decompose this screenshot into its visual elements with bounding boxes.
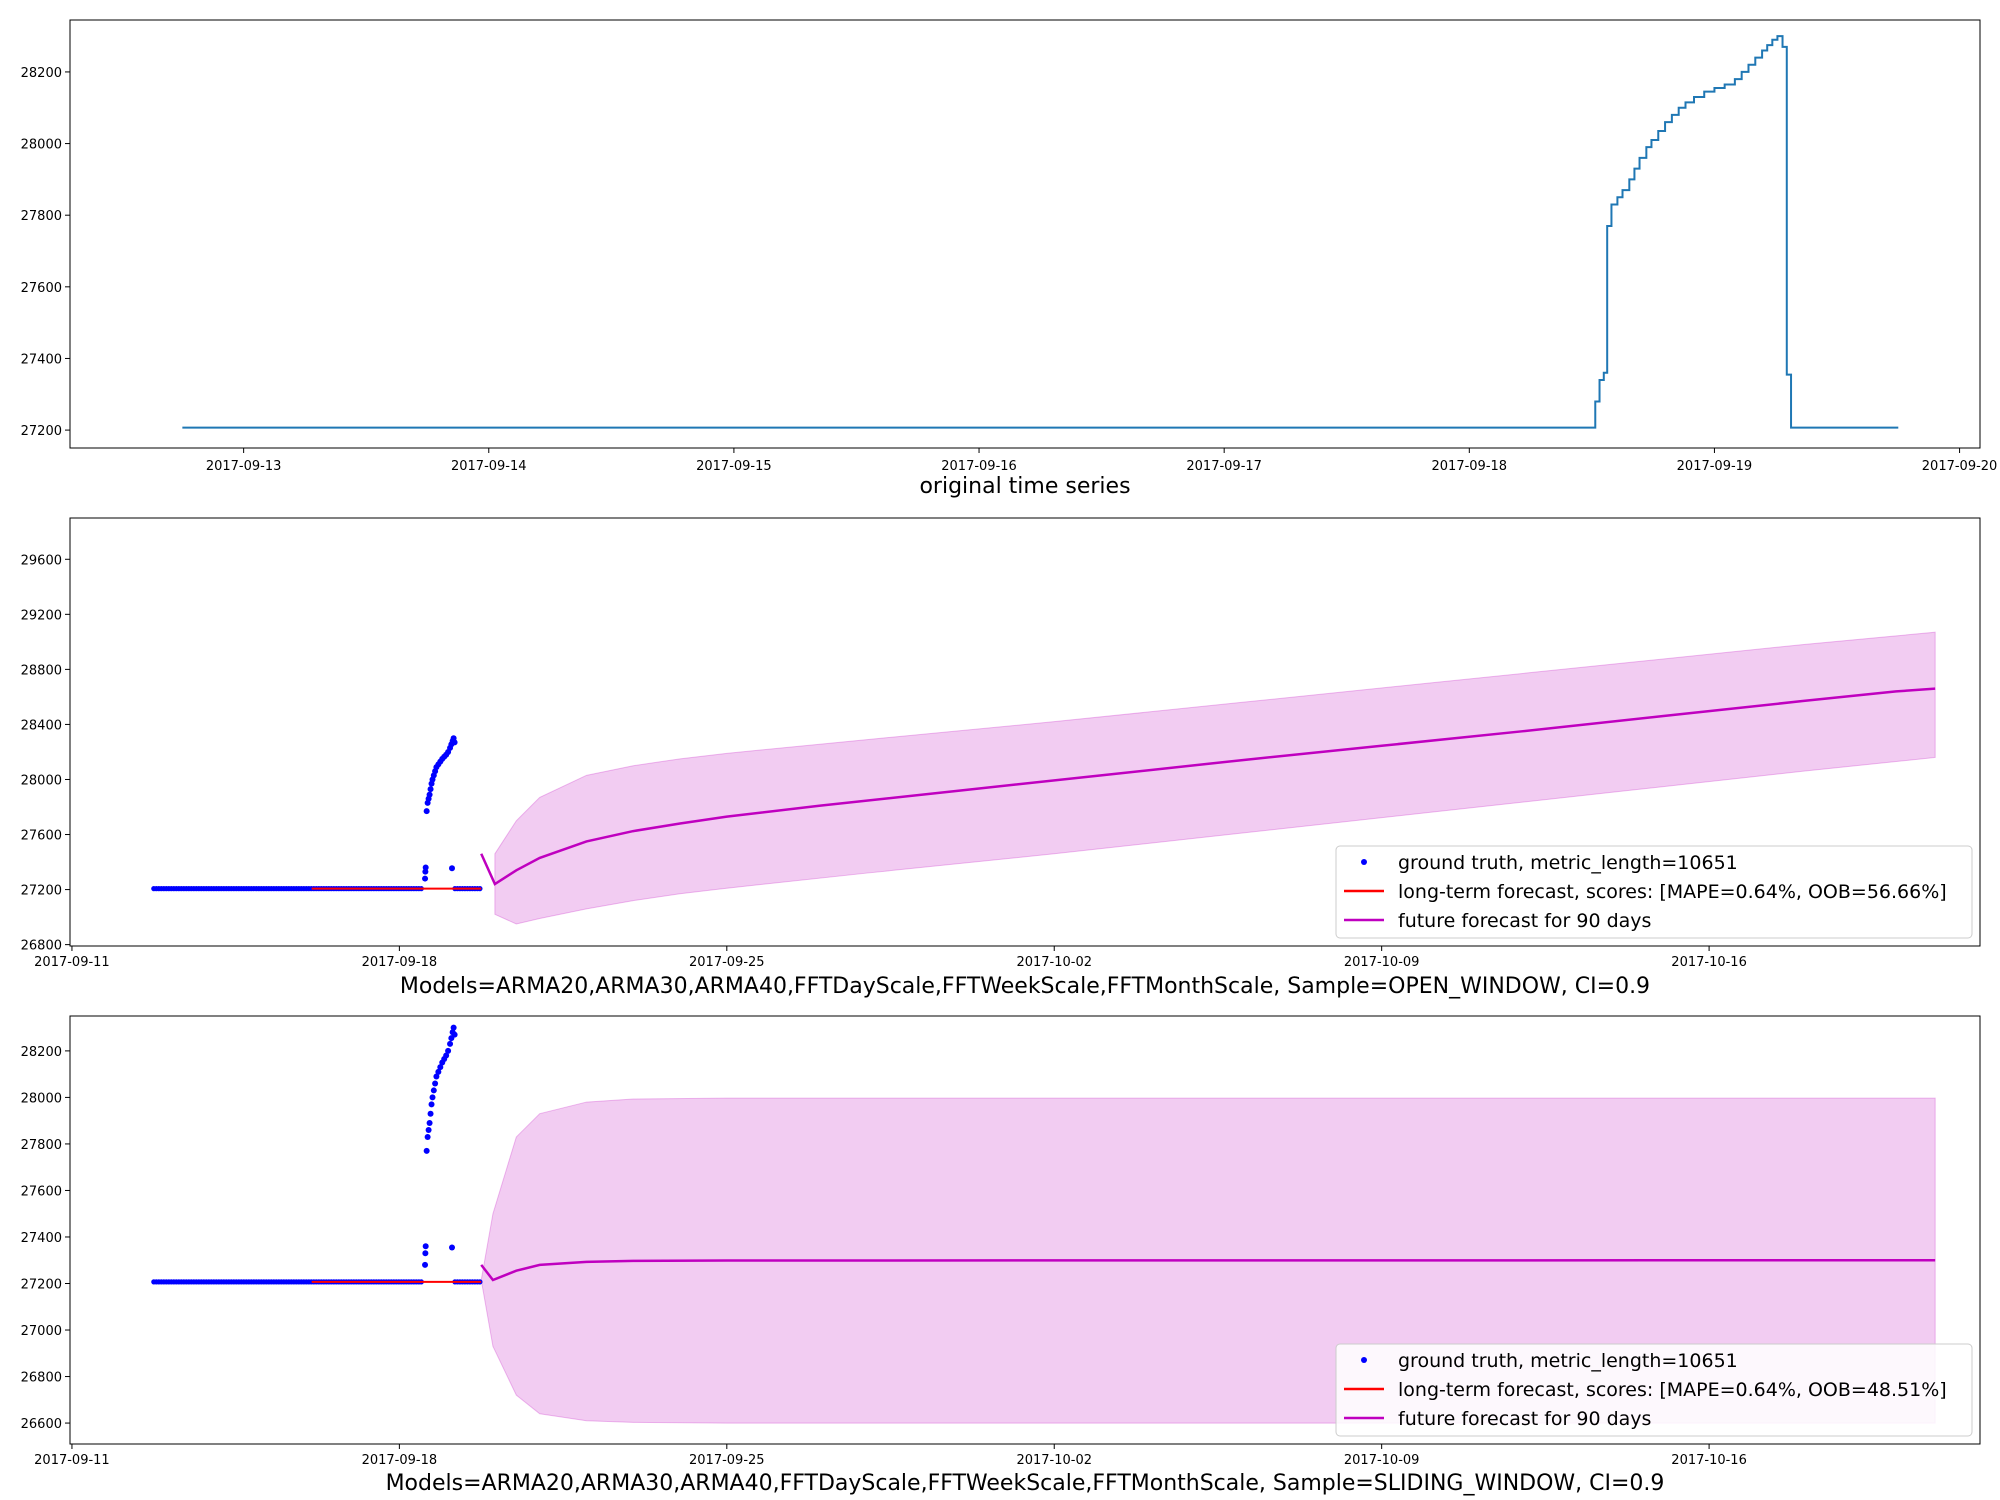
ground-truth-point <box>422 875 429 882</box>
y-tick-label: 27400 <box>21 352 62 367</box>
y-tick-label: 28400 <box>21 718 62 733</box>
y-tick-label: 28200 <box>21 66 62 81</box>
x-tick-label: 2017-09-20 <box>1922 459 1998 474</box>
x-tick-label: 2017-10-02 <box>1016 955 1092 970</box>
ground-truth-point <box>429 1094 436 1101</box>
ground-truth-point <box>426 1120 433 1126</box>
ground-truth-point <box>425 1126 432 1133</box>
y-tick-label: 27800 <box>21 209 62 224</box>
ground-truth-point <box>437 1064 444 1071</box>
y-tick-label: 29600 <box>21 553 62 568</box>
axes-frame <box>69 1015 1981 1445</box>
ground-truth-point <box>422 1250 429 1257</box>
x-tick-label: 2017-09-25 <box>689 955 765 970</box>
y-tick-label: 27800 <box>21 1138 62 1153</box>
panel-sliding-window-forecast: 2017-09-11 2017-09-18 2017-09-25 2017-10-02… <box>21 1015 1981 1496</box>
x-tick-label: 2017-10-09 <box>1344 955 1420 970</box>
ground-truth-point <box>422 1261 429 1268</box>
y-tick-label: 27600 <box>21 1184 62 1199</box>
x-tick-label: 2017-09-13 <box>206 459 282 474</box>
legend-label: long-term forecast, scores: [MAPE=0.64%,… <box>1398 1379 1947 1401</box>
x-tick-label: 2017-10-16 <box>1671 1453 1747 1468</box>
ground-truth-point <box>443 1052 450 1059</box>
ground-truth-point <box>428 1101 435 1108</box>
ground-truth-point <box>449 865 455 872</box>
legend-label: ground truth, metric_length=10651 <box>1398 852 1738 874</box>
x-tick-label: 2017-10-02 <box>1016 1453 1092 1468</box>
x-tick-label: 2017-09-15 <box>696 459 772 474</box>
ground-truth-point <box>451 1031 458 1038</box>
legend: ground truth, metric_length=10651 long-te… <box>1335 845 1973 939</box>
future-forecast-line <box>480 687 1936 886</box>
legend-box <box>1335 845 1973 939</box>
ground-truth-point <box>435 1068 442 1075</box>
x-tick-label: 2017-09-11 <box>34 1453 110 1468</box>
x-tick-label: 2017-09-16 <box>941 459 1017 474</box>
ground-truth-point <box>449 1244 455 1251</box>
ground-truth-point <box>432 1080 439 1087</box>
x-tick-label: 2017-09-25 <box>689 1453 765 1468</box>
legend-label: future forecast for 90 days <box>1398 910 1651 932</box>
ground-truth-point <box>451 739 458 746</box>
legend-label: ground truth, metric_length=10651 <box>1398 1350 1738 1372</box>
ground-truth-point <box>445 1047 452 1054</box>
axes-frame <box>69 517 1981 947</box>
ground-truth-point <box>430 1087 437 1094</box>
ground-truth-point <box>433 1073 440 1080</box>
series-line <box>182 35 1899 429</box>
y-tick-label: 28000 <box>21 1091 62 1106</box>
future-forecast-line <box>480 1258 1936 1282</box>
x-axis-label: Models=ARMA20,ARMA30,ARMA40,FFTDayScale,… <box>386 1471 1665 1496</box>
x-tick-label: 2017-10-16 <box>1671 955 1747 970</box>
y-tick-label: 26600 <box>21 1417 62 1432</box>
y-tick-label: 28000 <box>21 138 62 153</box>
x-tick-label: 2017-09-17 <box>1186 459 1262 474</box>
legend-label: long-term forecast, scores: [MAPE=0.64%,… <box>1398 881 1947 903</box>
ground-truth-point <box>427 786 434 793</box>
axes-frame <box>69 19 1981 449</box>
ground-truth-point <box>427 1110 434 1117</box>
y-tick-label: 27600 <box>21 829 62 844</box>
y-tick-label: 27200 <box>21 424 62 439</box>
y-tick-label: 28000 <box>21 773 62 788</box>
legend-marker-dot <box>1361 1357 1367 1363</box>
legend-label: future forecast for 90 days <box>1398 1408 1651 1430</box>
legend: ground truth, metric_length=10651 long-te… <box>1335 1343 1973 1437</box>
x-tick-label: 2017-09-18 <box>1432 459 1508 474</box>
x-tick-label: 2017-10-09 <box>1344 1453 1420 1468</box>
ground-truth-point <box>426 791 433 798</box>
legend-marker-dot <box>1361 859 1367 865</box>
y-tick-label: 27400 <box>21 1231 62 1246</box>
ground-truth-point <box>423 808 430 815</box>
x-tick-label: 2017-09-11 <box>34 955 110 970</box>
y-tick-label: 27200 <box>21 1278 62 1293</box>
x-tick-label: 2017-09-18 <box>362 1453 438 1468</box>
y-tick-label: 27000 <box>21 1324 62 1339</box>
panel-original-time-series: 2017-09-13 2017-09-14 2017-09-15 2017-09-16… <box>21 19 1998 499</box>
ground-truth-point <box>424 1133 431 1140</box>
x-tick-label: 2017-09-14 <box>451 459 527 474</box>
y-tick-label: 27600 <box>21 281 62 296</box>
legend-box <box>1335 1343 1973 1437</box>
ground-truth-point <box>422 1243 429 1250</box>
y-tick-label: 28200 <box>21 1045 62 1060</box>
x-tick-label: 2017-09-19 <box>1677 459 1753 474</box>
y-tick-label: 26800 <box>21 1371 62 1386</box>
y-tick-label: 29200 <box>21 608 62 623</box>
confidence-band <box>494 631 1936 925</box>
ground-truth-point <box>447 1040 454 1047</box>
x-tick-label: 2017-09-18 <box>362 955 438 970</box>
panel-open-window-forecast: 2017-09-11 2017-09-18 2017-09-25 2017-10-02… <box>21 517 1981 999</box>
x-axis-label: Models=ARMA20,ARMA30,ARMA40,FFTDayScale,… <box>400 974 1650 999</box>
x-axis-label: original time series <box>919 474 1130 499</box>
ground-truth-point <box>423 1147 430 1154</box>
ground-truth-point <box>450 1024 457 1031</box>
y-tick-label: 28800 <box>21 663 62 678</box>
ground-truth-point <box>422 864 429 871</box>
y-tick-label: 27200 <box>21 884 62 899</box>
y-tick-label: 26800 <box>21 939 62 954</box>
